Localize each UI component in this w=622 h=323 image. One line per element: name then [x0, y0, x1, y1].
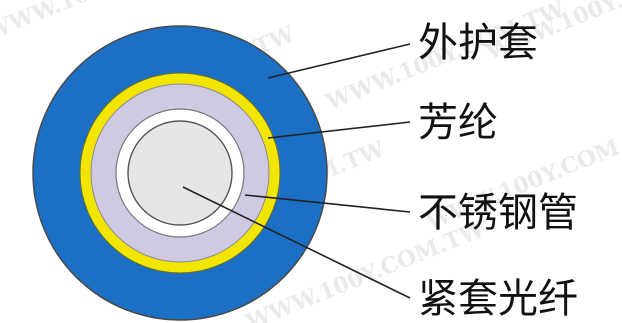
labels: 外护套 芳纶 不锈钢管 紧套光纤: [418, 20, 578, 322]
label-outer-jacket: 外护套: [418, 20, 538, 66]
leader-line-stainless-steel-tube: [244, 194, 411, 213]
cable-cross-section: [32, 25, 328, 321]
leader-line-aramid: [267, 121, 411, 139]
label-tight-buffered-fiber: 紧套光纤: [418, 276, 578, 322]
tight-buffered-fiber-core: [127, 120, 233, 226]
leader-lines: [182, 43, 411, 299]
label-aramid: 芳纶: [418, 100, 498, 146]
leader-line-tight-buffered-fiber: [182, 186, 411, 299]
label-stainless-steel-tube: 不锈钢管: [418, 190, 578, 236]
leader-line-outer-jacket: [267, 43, 411, 79]
